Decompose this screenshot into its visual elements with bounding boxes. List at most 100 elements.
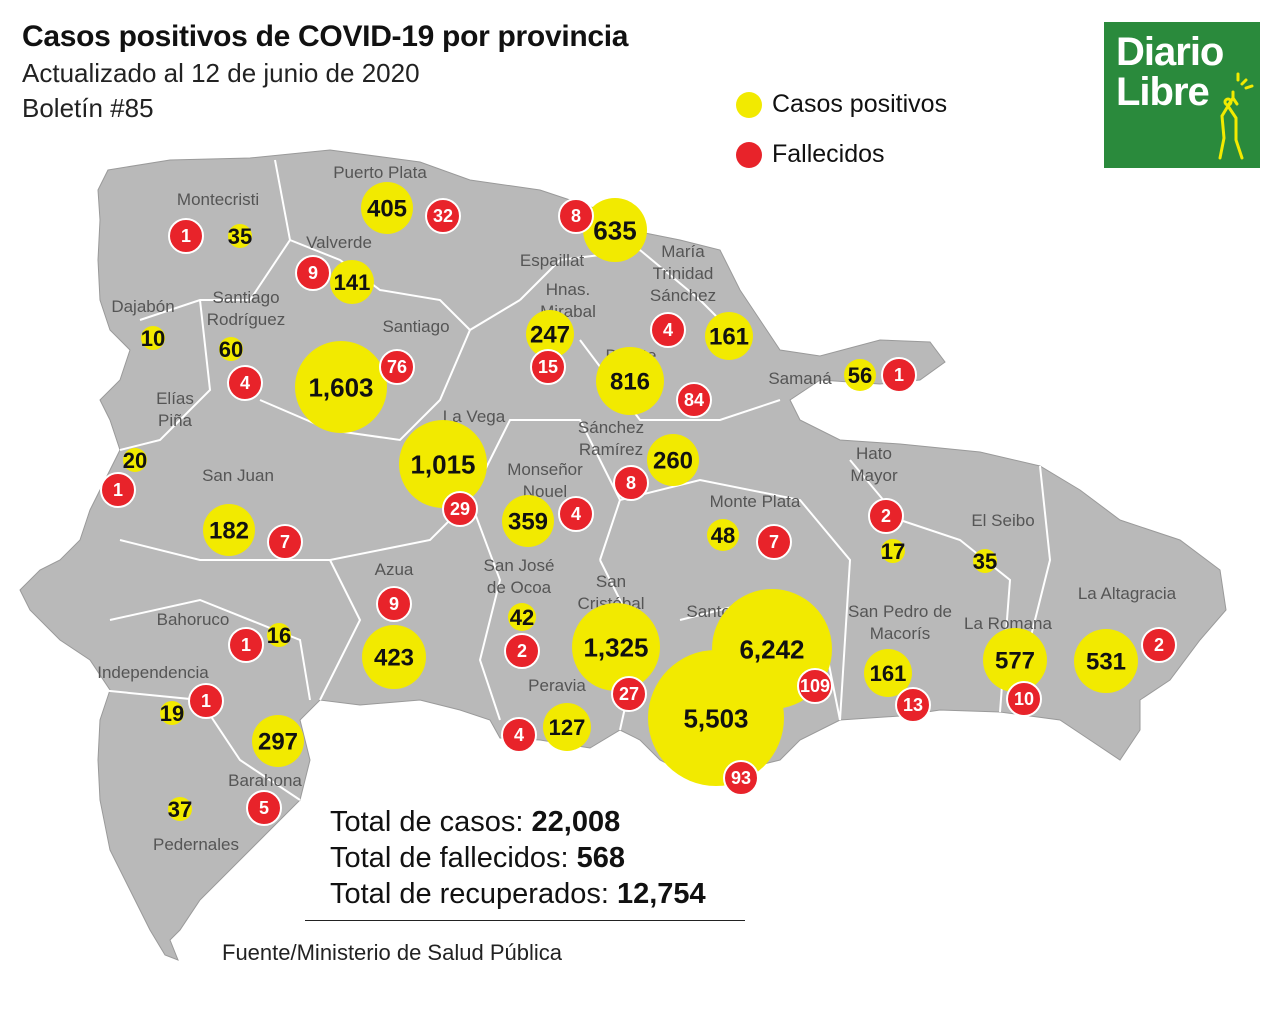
deaths-value-san-juan: 7 <box>280 532 290 552</box>
province-label-maria-trinidad-sanchez: María Trinidad Sánchez <box>650 242 716 305</box>
totals-divider <box>305 920 745 921</box>
cases-value-santiago-rodriguez: 60 <box>219 337 243 362</box>
logo-line-2: Libre <box>1116 70 1210 114</box>
deaths-value-la-altagracia: 2 <box>1154 635 1164 655</box>
deaths-bubble-la-altagracia <box>1141 627 1177 663</box>
cases-bubble-santiago <box>295 341 387 433</box>
deaths-bubble-peravia <box>501 717 537 753</box>
deaths-dot-icon <box>736 141 762 168</box>
map-subtitle: Actualizado al 12 de junio de 2020 <box>22 58 420 88</box>
deaths-value-la-vega: 29 <box>450 499 470 519</box>
map-title: Casos positivos de COVID-19 por provinci… <box>22 20 629 53</box>
deaths-bubble-maria-trinidad-sanchez <box>650 312 686 348</box>
cases-bubble-maria-trinidad-sanchez <box>705 312 753 360</box>
deaths-bubble-san-jose-de-ocoa <box>504 633 540 669</box>
deaths-value-la-romana: 10 <box>1014 689 1034 709</box>
deaths-value-hato-mayor: 2 <box>881 506 891 526</box>
province-label-line: Pedernales <box>153 835 239 854</box>
province-label-line: Puerto Plata <box>333 163 427 182</box>
deaths-bubble-independencia <box>188 683 224 719</box>
cases-bubble-el-seibo <box>973 549 997 573</box>
border <box>99 689 301 801</box>
deaths-value-espaillat: 8 <box>571 206 581 226</box>
source-note: Fuente/Ministerio de Salud Pública <box>222 940 562 965</box>
deaths-bubble-samana <box>881 357 917 393</box>
deaths-value-samana: 1 <box>894 365 904 385</box>
province-label-line: Santiago <box>212 288 279 307</box>
province-label-line: La Altagracia <box>1078 584 1177 603</box>
province-label-independencia: Independencia <box>97 663 209 682</box>
cases-bubble-bahoruco <box>267 623 291 647</box>
province-label-line: Elías <box>156 389 194 408</box>
cases-value-bahoruco: 16 <box>267 623 291 648</box>
total-recovered-value: 12,754 <box>616 878 706 910</box>
cases-value-la-vega: 1,015 <box>410 449 475 479</box>
logo-wordmark: Diario Libre <box>1116 32 1224 114</box>
province-label-valverde: Valverde <box>306 233 372 252</box>
deaths-bubble-puerto-plata <box>425 198 461 234</box>
border <box>469 499 502 721</box>
deaths-value-sanchez-ramirez: 8 <box>626 473 636 493</box>
cases-value-montecristi: 35 <box>228 224 252 249</box>
cases-value-santo-domingo: 6,242 <box>739 634 804 664</box>
deaths-value-valverde: 9 <box>308 263 318 283</box>
cases-value-independencia: 19 <box>160 701 184 726</box>
total-cases-value: 22,008 <box>531 806 621 838</box>
cases-bubble-valverde <box>330 260 374 304</box>
border <box>619 478 852 721</box>
province-label-line: Ramírez <box>579 440 643 459</box>
cases-bubble-puerto-plata <box>361 182 413 234</box>
cases-bubble-san-pedro-de-macoris <box>864 649 912 697</box>
deaths-bubble-la-romana <box>1006 681 1042 717</box>
province-label-line: Samaná <box>768 369 832 388</box>
province-label-line: San Juan <box>202 466 274 485</box>
province-label-line: Azua <box>375 560 414 579</box>
cases-value-azua: 423 <box>374 645 414 672</box>
province-label-azua: Azua <box>375 560 414 579</box>
border <box>119 299 212 451</box>
cases-bubble-elias-pina <box>123 448 147 472</box>
province-label-line: Peravia <box>528 676 586 695</box>
cases-value-espaillat: 635 <box>593 215 636 245</box>
province-label-la-vega: La Vega <box>443 407 506 426</box>
province-label-line: Valverde <box>306 233 372 252</box>
cases-value-elias-pina: 20 <box>123 448 147 473</box>
deaths-value-san-jose-de-ocoa: 2 <box>517 641 527 661</box>
province-label-line: Hnas. <box>546 280 590 299</box>
province-label-dajabon: Dajabón <box>111 297 174 316</box>
deaths-bubble-santiago-rodriguez <box>227 365 263 401</box>
province-label-line: de Ocoa <box>487 578 552 597</box>
province-label-line: Barahona <box>228 771 302 790</box>
province-label-line: Santiago <box>382 317 449 336</box>
deaths-value-puerto-plata: 32 <box>433 206 453 226</box>
cases-value-maria-trinidad-sanchez: 161 <box>709 324 749 351</box>
deaths-bubble-azua <box>376 586 412 622</box>
province-label-espaillat: Espaillat <box>520 251 585 270</box>
province-label-line: María <box>661 242 705 261</box>
cases-bubble-azua <box>362 625 426 689</box>
totals-block: Total de casos: 22,008 Total de fallecid… <box>330 804 706 912</box>
cases-value-distrito-nacional: 5,503 <box>683 703 748 733</box>
province-label-line: Monseñor <box>507 460 583 479</box>
province-label-line: Macorís <box>870 624 930 643</box>
province-borders <box>99 159 1052 801</box>
deaths-bubble-san-pedro-de-macoris <box>895 687 931 723</box>
deaths-bubble-hnas-mirabal <box>530 349 566 385</box>
province-label-bahoruco: Bahoruco <box>157 610 230 629</box>
cases-bubble-monte-plata <box>707 519 739 551</box>
province-label-barahona: Barahona <box>228 771 302 790</box>
deaths-bubble-barahona <box>246 790 282 826</box>
legend-cases-label: Casos positivos <box>772 90 948 118</box>
cases-bubble-pedernales <box>168 797 192 821</box>
deaths-bubble-elias-pina <box>100 472 136 508</box>
deaths-value-monsenor-nouel: 4 <box>571 504 581 524</box>
cases-value-duarte: 816 <box>610 369 650 396</box>
cases-bubble-santiago-rodriguez <box>219 337 243 361</box>
cases-value-san-pedro-de-macoris: 161 <box>870 661 907 686</box>
deaths-value-peravia: 4 <box>514 725 524 745</box>
deaths-value-bahoruco: 1 <box>241 635 251 655</box>
deaths-value-maria-trinidad-sanchez: 4 <box>663 320 673 340</box>
cases-value-dajabon: 10 <box>141 326 165 351</box>
cases-value-santiago: 1,603 <box>308 372 373 402</box>
